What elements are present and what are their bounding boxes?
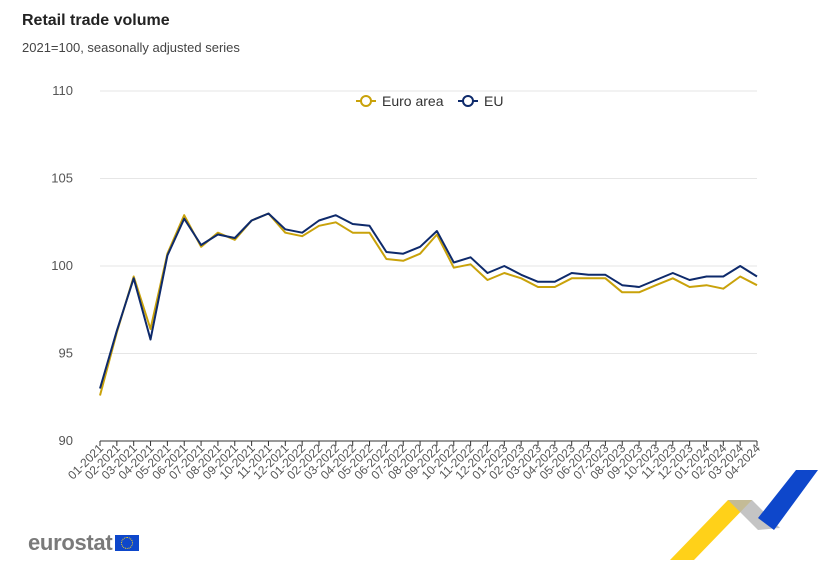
brand-blue-stroke [758, 470, 818, 530]
y-tick-label: 90 [59, 433, 73, 448]
y-tick-label: 100 [51, 258, 73, 273]
brand-yellow-stroke [670, 500, 752, 560]
legend-marker [462, 95, 474, 107]
y-tick-label: 95 [59, 346, 73, 361]
eurostat-logo: eurostat [28, 530, 140, 556]
legend[interactable]: Euro area EU [356, 93, 503, 109]
logo-text: eurostat [28, 530, 113, 555]
grid-lines [100, 90, 757, 442]
legend-marker [360, 95, 372, 107]
y-tick-label: 110 [52, 83, 73, 98]
legend-label: EU [484, 93, 503, 109]
series-line-eu[interactable] [99, 212, 758, 389]
legend-item-eu[interactable]: EU [458, 93, 503, 109]
series-lines [99, 212, 758, 396]
x-axis-ticks: 01-202102-202103-202104-202105-202106-20… [65, 441, 763, 482]
y-tick-label: 105 [51, 171, 73, 186]
chart-title: Retail trade volume [22, 12, 170, 29]
eu-flag-icon [115, 535, 140, 551]
legend-item-euro-area[interactable]: Euro area [356, 93, 444, 109]
legend-label: Euro area [382, 93, 444, 109]
brand-decoration-icon [670, 470, 818, 560]
y-axis-ticks: 90 95 100 105 110 [51, 83, 73, 448]
chart-subtitle: 2021=100, seasonally adjusted series [22, 40, 240, 55]
